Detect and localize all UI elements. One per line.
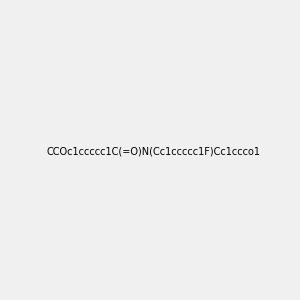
- Text: CCOc1ccccc1C(=O)N(Cc1ccccc1F)Cc1ccco1: CCOc1ccccc1C(=O)N(Cc1ccccc1F)Cc1ccco1: [47, 146, 261, 157]
